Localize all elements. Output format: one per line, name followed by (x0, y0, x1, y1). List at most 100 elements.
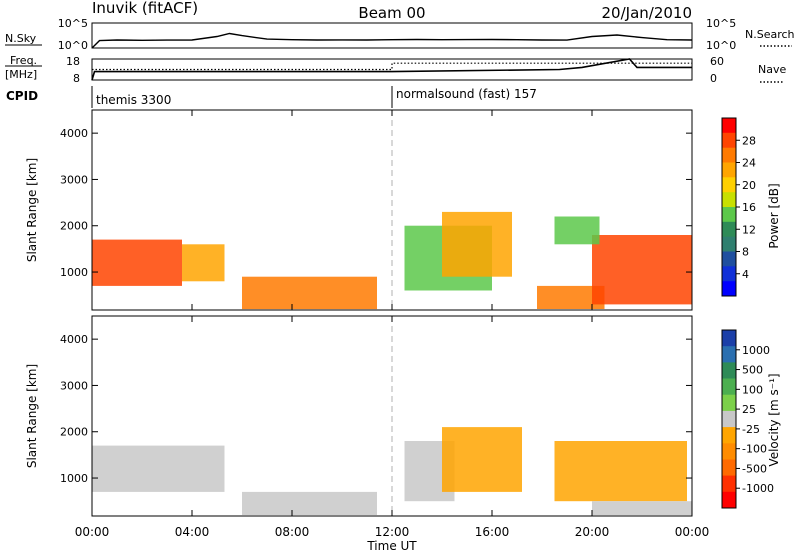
freq-tick-top: 18 (66, 55, 80, 68)
colorbar-swatch (722, 207, 736, 223)
power-echo-region (442, 211, 512, 277)
colorbar-swatch (722, 346, 736, 363)
colorbar-tick-label: -100 (742, 443, 767, 456)
colorbar-tick-label: 16 (742, 201, 756, 214)
velocity-echo-region (92, 445, 225, 492)
colorbar-swatch (722, 394, 736, 412)
power-echo-region (592, 235, 692, 305)
colorbar-swatch (722, 221, 736, 238)
power-echo-region (537, 285, 605, 309)
colorbar-tick-label: -500 (742, 462, 767, 475)
power-echo-region (554, 216, 600, 245)
cpid-segment-themis: themis 3300 (96, 93, 171, 107)
colorbar-swatch (722, 192, 736, 208)
freq-strip-frame (91, 58, 693, 81)
colorbar-swatch (722, 330, 736, 347)
x-axis-label: Time UT (366, 539, 417, 553)
colorbar-swatch (722, 266, 736, 282)
velocity-colorbar: 1000 500 100 25 -25 -100 -500 -1000 (721, 329, 774, 509)
nave-tick-top: 60 (710, 55, 724, 68)
nsearch-label: N.Search (745, 28, 795, 41)
nave-tick-bottom: 0 (710, 72, 717, 85)
colorbar-tick-label: 500 (742, 364, 763, 377)
colorbar-tick-label: 12 (742, 223, 756, 236)
colorbar-tick-label: -1000 (742, 482, 774, 495)
colorbar-swatch (722, 475, 736, 493)
x-tick-label: 00:00 (75, 525, 110, 539)
x-tick-label: 08:00 (275, 525, 310, 539)
cpid-segment-normalsound: normalsound (fast) 157 (396, 87, 537, 101)
velocity-echo-region (442, 427, 522, 492)
x-axis: 00:00 04:00 08:00 12:00 16:00 20:00 00:00 (75, 110, 710, 539)
colorbar-swatch (722, 132, 736, 149)
nave-label: Nave (758, 63, 786, 76)
x-tick-label: 04:00 (175, 525, 210, 539)
power-y-axis: 1000 2000 3000 4000 (60, 127, 692, 279)
colorbar-swatch (722, 443, 736, 460)
date-title: 20/Jan/2010 (602, 4, 693, 22)
velocity-ylabel: Slant Range [km] (25, 364, 39, 468)
colorbar-frame (721, 329, 737, 509)
y-tick-label: 4000 (60, 333, 88, 346)
colorbar-tick-label: 100 (742, 383, 763, 396)
colorbar-swatch (722, 177, 736, 193)
colorbar-tick-label: -25 (742, 423, 760, 436)
y-tick-label: 1000 (60, 266, 88, 279)
nave-line (92, 62, 692, 71)
colorbar-swatch (722, 362, 736, 380)
colorbar-swatch (722, 251, 736, 267)
nsearch-tick-top: 10^5 (706, 17, 736, 30)
power-echo-region (92, 239, 182, 286)
station-title: Inuvik (fitACF) (92, 0, 198, 17)
colorbar-swatch (722, 410, 736, 428)
nsky-line (91, 32, 693, 49)
y-tick-label: 2000 (60, 220, 88, 233)
nsearch-tick-bottom: 10^0 (706, 39, 736, 52)
power-heatmap (92, 211, 692, 310)
y-tick-label: 1000 (60, 472, 88, 485)
velocity-echo-region (554, 441, 687, 502)
velocity-echo-region (592, 501, 692, 516)
freq-tick-bottom: 8 (73, 72, 80, 85)
colorbar-swatch (722, 118, 736, 134)
cpid-label: CPID (6, 89, 38, 103)
power-colorbar: 28 24 20 16 12 8 4 (721, 117, 756, 297)
velocity-echo-region (242, 491, 377, 515)
freq-trace (91, 58, 692, 81)
colorbar-tick-label: 24 (742, 157, 756, 170)
velocity-y-axis: 1000 2000 3000 4000 (60, 333, 692, 485)
power-echo-region (242, 276, 377, 310)
y-tick-label: 4000 (60, 127, 88, 140)
velocity-cbar-label: Velocity [m s⁻¹] (767, 373, 781, 466)
nsky-tick-bottom: 10^0 (58, 39, 88, 52)
y-tick-label: 3000 (60, 173, 88, 186)
x-tick-label: 00:00 (675, 525, 710, 539)
x-tick-label: 20:00 (575, 525, 610, 539)
colorbar-swatch (722, 378, 736, 396)
colorbar-tick-label: 8 (742, 246, 749, 259)
colorbar-tick-label: 20 (742, 179, 756, 192)
nsky-label: N.Sky (5, 32, 37, 45)
colorbar-tick-label: 25 (742, 403, 756, 416)
nsky-trace (91, 32, 693, 49)
velocity-heatmap (92, 427, 692, 516)
colorbar-tick-label: 4 (742, 268, 749, 281)
freq-line (91, 58, 692, 81)
power-ylabel: Slant Range [km] (25, 158, 39, 262)
x-tick-label: 16:00 (475, 525, 510, 539)
y-tick-label: 3000 (60, 379, 88, 392)
colorbar-swatch (722, 236, 736, 252)
x-tick-label: 12:00 (375, 525, 410, 539)
colorbar-swatch (722, 427, 736, 444)
colorbar-tick-label: 1000 (742, 344, 770, 357)
colorbar-swatch (722, 459, 736, 477)
colorbar-tick-label: 28 (742, 134, 756, 147)
colorbar-swatch (722, 281, 736, 297)
freq-unit-label: [MHz] (5, 68, 37, 81)
colorbar-swatch (722, 162, 736, 178)
y-tick-label: 2000 (60, 426, 88, 439)
colorbar-swatch (722, 491, 736, 509)
colorbar-swatch (722, 147, 736, 163)
nsky-strip-frame (91, 22, 693, 49)
